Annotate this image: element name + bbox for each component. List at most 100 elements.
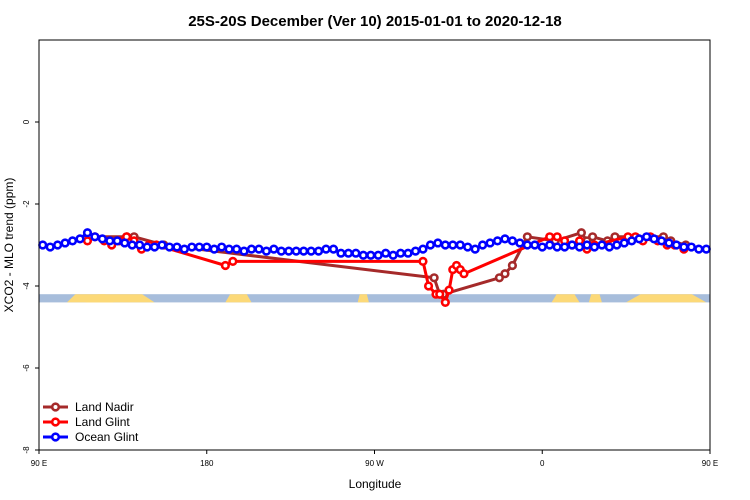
land-segment — [588, 294, 602, 303]
y-tick-label: -8 — [22, 446, 31, 454]
data-point — [135, 240, 145, 250]
data-point — [444, 285, 454, 295]
legend-label: Land Nadir — [75, 400, 134, 414]
data-point — [53, 240, 63, 250]
data-point — [313, 246, 324, 256]
data-point — [649, 234, 659, 244]
data-point — [112, 236, 122, 246]
data-point — [366, 250, 376, 260]
legend-label: Land Glint — [75, 415, 130, 429]
data-point — [328, 244, 339, 254]
x-tick-label: 90 E — [702, 459, 718, 468]
data-point — [410, 246, 421, 256]
data-point — [403, 248, 413, 258]
data-point — [38, 240, 48, 250]
chart-title: 25S-20S December (Ver 10) 2015-01-01 to … — [188, 13, 562, 30]
ocean-band — [39, 294, 710, 303]
x-tick-label: 90 E — [31, 459, 47, 468]
data-point — [478, 240, 488, 250]
x-axis-label: Longitude — [349, 477, 402, 491]
data-point — [254, 244, 264, 254]
data-point — [587, 232, 598, 242]
data-point — [455, 240, 465, 250]
data-point — [82, 236, 93, 246]
data-point — [194, 242, 204, 252]
data-point — [694, 244, 704, 254]
land-segment — [626, 294, 707, 303]
y-axis-label: XCO2 - MLO trend (ppm) — [2, 178, 16, 313]
data-point — [336, 248, 346, 258]
data-point — [500, 234, 510, 244]
data-point — [284, 246, 294, 256]
data-point — [522, 232, 532, 242]
data-point — [582, 240, 592, 250]
data-point — [485, 238, 495, 248]
land-ocean-band — [39, 294, 710, 303]
data-point — [435, 289, 445, 299]
legend-marker — [50, 432, 61, 442]
data-point — [67, 236, 78, 246]
data-point — [269, 244, 279, 254]
land-segment — [66, 294, 114, 303]
data-point — [619, 238, 629, 248]
data-point — [589, 242, 600, 252]
data-point — [321, 244, 331, 254]
data-point — [567, 240, 577, 250]
y-tick-label: -6 — [22, 364, 31, 372]
y-tick-label: -2 — [22, 200, 31, 208]
data-point — [172, 242, 182, 252]
data-point — [306, 246, 316, 256]
data-point — [423, 281, 434, 291]
data-point — [381, 248, 391, 258]
data-point — [627, 236, 637, 246]
data-point — [552, 232, 562, 242]
data-point — [440, 240, 450, 250]
data-point — [228, 256, 238, 267]
data-point — [597, 240, 607, 250]
data-point — [612, 240, 622, 250]
data-point — [90, 232, 100, 242]
data-point — [75, 234, 85, 244]
data-point — [388, 250, 398, 260]
x-tick-label: 0 — [540, 459, 545, 468]
data-point — [120, 238, 130, 248]
data-point — [470, 244, 480, 254]
data-point — [239, 246, 249, 256]
legend-item: Ocean Glint — [43, 430, 139, 444]
data-point — [545, 232, 555, 242]
data-point — [537, 242, 547, 252]
data-point — [351, 248, 361, 258]
data-point — [60, 238, 70, 248]
data-point — [217, 242, 227, 252]
data-point — [149, 242, 160, 252]
data-point — [246, 244, 257, 254]
data-point — [261, 246, 271, 256]
data-point — [433, 238, 443, 248]
legend-marker — [50, 402, 61, 412]
data-point — [679, 242, 689, 252]
y-tick-label: 0 — [22, 119, 31, 124]
series-layer — [38, 228, 711, 308]
x-tick-label: 90 W — [365, 459, 384, 468]
data-point — [522, 240, 532, 250]
data-point — [157, 240, 167, 250]
data-point — [425, 240, 436, 250]
data-point — [395, 248, 406, 258]
data-point — [448, 240, 458, 250]
data-point — [164, 242, 175, 252]
data-point — [515, 238, 525, 248]
legend-item: Land Glint — [43, 415, 130, 429]
legend-label: Ocean Glint — [75, 430, 139, 444]
data-point — [634, 234, 644, 244]
data-point — [343, 248, 354, 258]
data-point — [530, 240, 540, 250]
data-point — [202, 242, 212, 252]
data-point — [82, 228, 93, 238]
data-point — [701, 244, 711, 254]
data-point — [291, 246, 301, 256]
data-point — [459, 269, 469, 279]
series-land-nadir — [84, 228, 691, 299]
data-point — [574, 242, 585, 252]
data-point — [671, 240, 682, 250]
